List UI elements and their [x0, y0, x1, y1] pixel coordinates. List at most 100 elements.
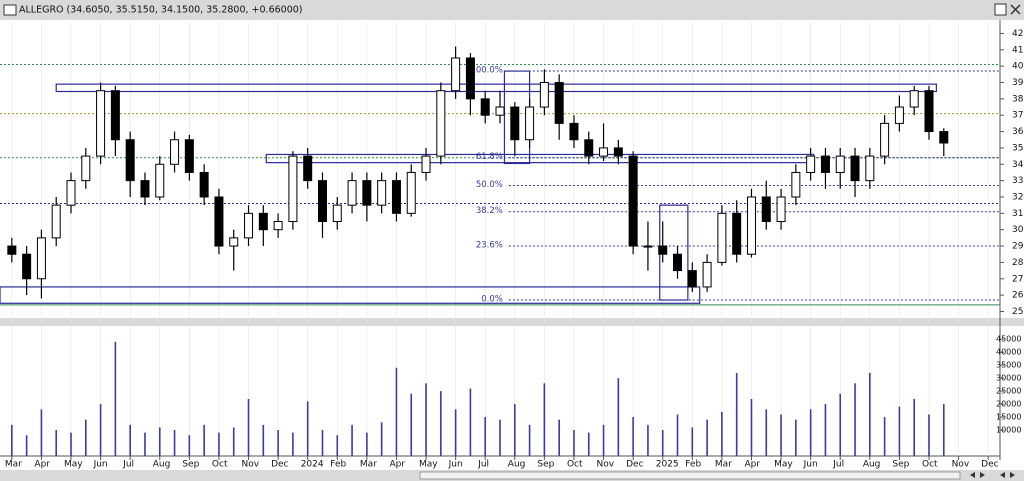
candle-body: [110, 90, 120, 141]
candle-body: [170, 139, 180, 165]
candle-body: [554, 82, 564, 124]
candle-body: [924, 90, 934, 133]
volume-bar: [691, 427, 694, 456]
volume-bar: [809, 409, 812, 456]
candle-body: [746, 196, 756, 255]
x-tick-label: Dec: [981, 460, 998, 470]
plot-layer: Mar Apr May Jun Jul Aug Sep Oct Nov Dec 2024 Feb Mar…: [0, 22, 1024, 470]
close-button[interactable]: [1010, 4, 1021, 15]
volume-bar: [440, 391, 442, 456]
candle-body: [184, 139, 194, 173]
candle-body: [495, 106, 505, 116]
volume-bar: [232, 427, 235, 456]
candle-body: [510, 106, 520, 141]
candle-body: [687, 270, 697, 288]
fib-label: 23.6%: [476, 241, 503, 251]
candle-body: [36, 237, 46, 280]
x-tick-label: Apr: [744, 460, 760, 470]
volume-bar: [780, 414, 782, 456]
candle-body: [850, 155, 860, 182]
volume-bar: [573, 430, 575, 456]
volume-bar: [188, 435, 191, 456]
candle-body: [865, 155, 875, 182]
volume-bar: [676, 414, 679, 456]
y-tick-label: 25000: [996, 387, 1021, 396]
volume-bar: [292, 432, 294, 456]
title-bar: [0, 0, 1024, 20]
chart-title: ALLEGRO (34.6050, 35.5150, 34.1500, 35.2…: [19, 5, 303, 16]
y-tick-label: 35: [1012, 143, 1023, 153]
candle-body: [66, 180, 76, 206]
volume-bar: [942, 404, 945, 456]
y-tick-label: 31: [1012, 209, 1023, 219]
y-tick-label: 38: [1012, 94, 1024, 104]
candle-body: [273, 221, 283, 231]
candle-body: [347, 180, 357, 206]
candle-body: [406, 171, 416, 214]
volume-bar: [706, 419, 708, 456]
volume-bar: [410, 393, 413, 456]
volume-bar: [114, 341, 117, 456]
volume-bar: [40, 409, 43, 456]
candle-body: [258, 212, 268, 231]
volume-bar: [854, 383, 856, 456]
x-tick-label: Apr: [389, 460, 405, 470]
volume-bar: [129, 424, 131, 456]
volume-bar: [380, 422, 383, 456]
y-tick-label: 34: [1012, 160, 1024, 170]
volume-bar: [750, 398, 753, 456]
volume-bar: [218, 432, 220, 456]
volume-bar: [366, 432, 368, 456]
volume-bar: [528, 424, 531, 456]
volume-bar: [721, 411, 723, 456]
fib-label: 50.0%: [476, 180, 503, 190]
maximize-button[interactable]: [994, 3, 1007, 16]
x-tick-label: Jun: [93, 460, 108, 470]
x-tick-label: Nov: [242, 460, 260, 470]
candle-body: [673, 253, 683, 272]
x-tick-label: Apr: [34, 460, 50, 470]
candle-body: [643, 245, 653, 248]
volume-bar: [558, 419, 560, 456]
scroll-arrows[interactable]: [970, 472, 1015, 478]
volume-bar: [913, 398, 916, 456]
x-tick-label: May: [774, 460, 793, 470]
candle-body: [791, 171, 801, 198]
volume-bar: [158, 427, 161, 456]
x-tick-label: Aug: [153, 460, 171, 470]
fib-label: 0.0%: [481, 295, 503, 305]
scroll-thumb[interactable]: [419, 471, 961, 480]
volume-bar: [587, 432, 590, 456]
candle-body: [362, 180, 372, 206]
candle-body: [835, 155, 845, 173]
volume-bar: [306, 401, 309, 456]
x-tick-label: Oct: [922, 460, 938, 470]
candle-body: [421, 155, 431, 173]
candle-body: [658, 245, 668, 255]
x-tick-label: Dec: [626, 460, 643, 470]
y-tick-label: 37: [1012, 111, 1023, 121]
annotation-box: [0, 286, 701, 304]
volume-bar: [543, 383, 546, 456]
candle-body: [465, 57, 475, 100]
y-tick-label: 36: [1012, 127, 1024, 137]
candle-body: [377, 180, 387, 206]
volume-bar: [84, 419, 87, 456]
x-tick-label: Jun: [448, 460, 463, 470]
fib-label: 38.2%: [476, 206, 503, 216]
fib-label: 61.8%: [476, 152, 503, 162]
candle-body: [776, 196, 786, 223]
candle-body: [317, 180, 327, 223]
candle-body: [702, 261, 712, 288]
candle-body: [96, 90, 106, 157]
candle-body: [244, 212, 254, 239]
candle-body: [480, 98, 490, 116]
candle-body: [436, 90, 446, 157]
candle-body: [303, 155, 313, 182]
volume-bar: [203, 424, 205, 456]
volume-bar: [735, 372, 738, 456]
x-tick-label: Jul: [477, 460, 489, 470]
candle-body: [761, 196, 771, 223]
y-tick-label: 39: [1012, 78, 1024, 88]
